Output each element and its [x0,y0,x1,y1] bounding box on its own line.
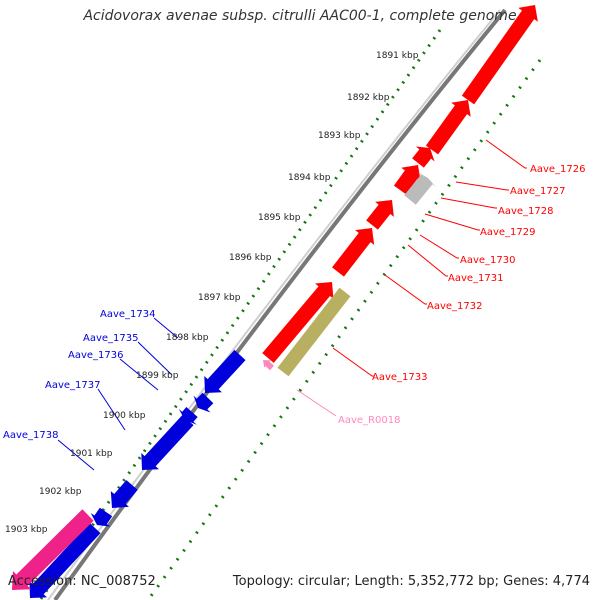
forward-gene-4 [393,165,421,195]
callout-line-aave_1736 [119,358,159,391]
scale-label-9: 1899 kbp [136,371,179,381]
gene-label-aave_1730: Aave_1730 [460,255,516,266]
reverse-gene-1 [204,349,246,393]
reverse-rna-gene [12,509,94,590]
gene-label-aave_r0018: Aave_R0018 [338,415,400,426]
callout-line-aave_1734 [153,317,179,339]
callout-line-aave_1735 [137,341,173,376]
topology-summary: Topology: circular; Length: 5,352,772 bp… [232,574,590,589]
forward-gene-3 [412,146,435,168]
rna-gene-marker [263,360,274,371]
callout-line-aave_1728 [440,197,497,209]
callout-line-aave_1726 [485,139,527,169]
callout-line-aave_r0018 [296,389,337,417]
reverse-gene-3 [178,407,198,425]
scale-label-2: 1892 kbp [347,93,390,103]
gene-label-aave_1727: Aave_1727 [510,186,566,197]
pseudo-gene [404,171,437,205]
forward-gene-5 [366,200,394,230]
reverse-gene-6 [90,507,113,527]
gene-label-aave_1737: Aave_1737 [45,380,101,391]
gene-label-aave_1726: Aave_1726 [530,164,586,175]
reverse-gene-5 [110,480,138,508]
scale-label-8: 1898 kbp [166,333,209,343]
gene-label-aave_1733: Aave_1733 [372,372,428,383]
gene-callouts: Aave_1726 Aave_1727 Aave_1728 Aave_1729 Aave… [3,139,586,471]
scale-label-4: 1894 kbp [288,173,331,183]
scale-label-5: 1895 kbp [258,213,301,223]
forward-gene-2 [425,100,471,155]
forward-gene-1 [461,5,538,105]
callout-line-aave_1731 [407,244,448,277]
scale-label-7: 1897 kbp [198,293,241,303]
inner-tick-rail [146,59,542,600]
scale-labels: 1891 kbp 1892 kbp 1893 kbp 1894 kbp 1895 kbp… [5,51,419,535]
gene-label-aave_1738: Aave_1738 [3,430,59,441]
gene-label-aave_1732: Aave_1732 [427,301,483,312]
misc-feature-rna [277,285,354,377]
callout-line-aave_1732 [384,274,427,305]
forward-gene-7 [262,282,334,363]
scale-label-6: 1896 kbp [229,253,272,263]
gene-label-aave_1734: Aave_1734 [100,309,156,320]
scale-label-10: 1900 kbp [103,411,146,421]
callout-line-aave_1733 [332,347,374,377]
gene-label-aave_1728: Aave_1728 [498,206,554,217]
gene-label-aave_1735: Aave_1735 [83,333,139,344]
genome-title: Acidovorax avenae subsp. citrulli AAC00-… [83,8,517,24]
scale-label-3: 1893 kbp [318,131,361,141]
callout-line-aave_1729 [424,213,480,231]
reverse-gene-4 [141,414,194,470]
accession-label: Accession: NC_008752 [8,574,156,589]
callout-line-aave_1727 [455,181,509,191]
forward-gene-6 [332,228,375,277]
gene-label-aave_1729: Aave_1729 [480,227,536,238]
scale-label-1: 1891 kbp [376,51,419,61]
gene-label-aave_1736: Aave_1736 [68,350,124,361]
gene-features [12,5,538,598]
scale-label-11: 1901 kbp [70,449,113,459]
tick-marks [38,29,542,600]
callout-line-aave_1730 [419,234,459,259]
scale-label-13: 1903 kbp [5,525,48,535]
callout-line-aave_1737 [97,388,126,431]
callout-line-aave_1738 [57,439,95,471]
scale-label-12: 1902 kbp [39,487,82,497]
reverse-gene-2 [193,392,214,413]
gene-label-aave_1731: Aave_1731 [448,273,504,284]
reverse-gene-7 [29,522,101,598]
